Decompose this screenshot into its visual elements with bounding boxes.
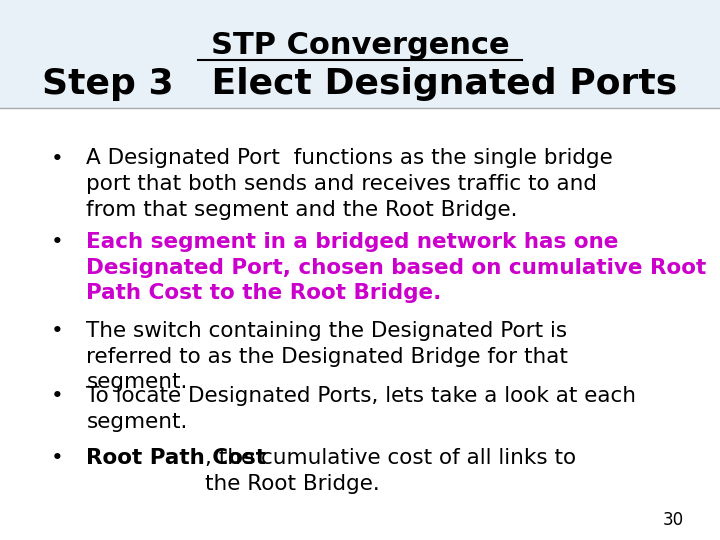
Text: Step 3   Elect Designated Ports: Step 3 Elect Designated Ports [42,67,678,100]
Text: Each segment in a bridged network has one
Designated Port, chosen based on cumul: Each segment in a bridged network has on… [86,232,706,303]
Text: The switch containing the Designated Port is
referred to as the Designated Bridg: The switch containing the Designated Por… [86,321,568,393]
Text: •: • [50,232,63,252]
Text: 30: 30 [663,511,684,529]
Text: STP Convergence: STP Convergence [211,31,509,60]
Text: , the cumulative cost of all links to
the Root Bridge.: , the cumulative cost of all links to th… [205,448,577,494]
Text: •: • [50,386,63,406]
Text: •: • [50,448,63,468]
Text: A Designated Port  functions as the single bridge
port that both sends and recei: A Designated Port functions as the singl… [86,148,613,220]
Text: •: • [50,321,63,341]
Text: To locate Designated Ports, lets take a look at each
segment.: To locate Designated Ports, lets take a … [86,386,636,431]
Text: •: • [50,148,63,168]
Text: Root Path Cost: Root Path Cost [86,448,266,468]
FancyBboxPatch shape [0,0,720,108]
